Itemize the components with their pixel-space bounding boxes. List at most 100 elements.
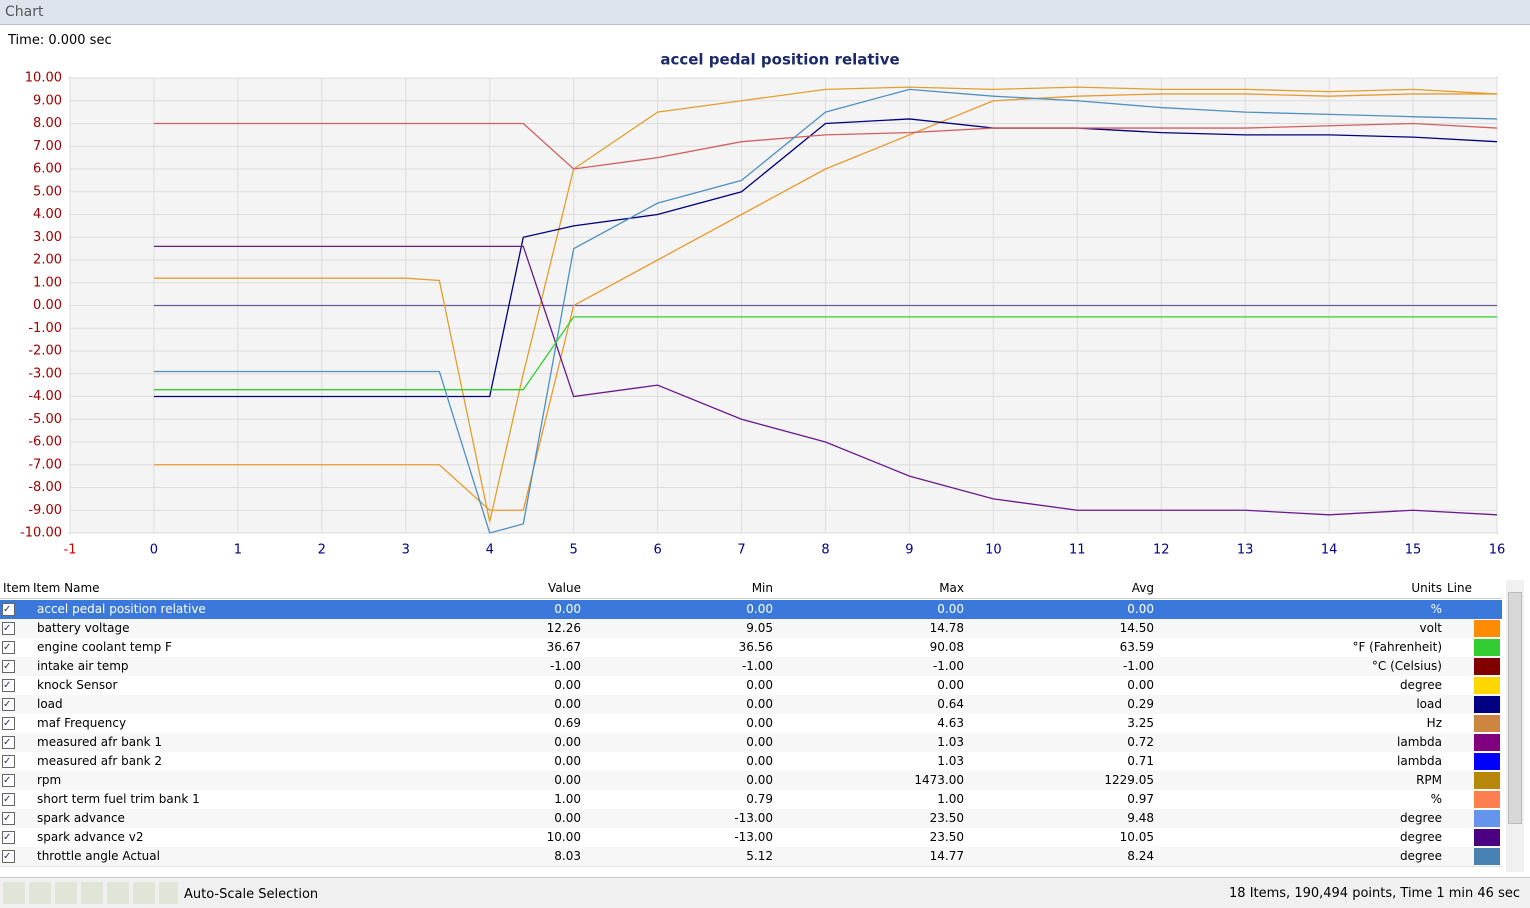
checkbox[interactable]: ✓ — [2, 736, 15, 749]
checkbox[interactable]: ✓ — [2, 793, 15, 806]
checkbox[interactable]: ✓ — [2, 698, 15, 711]
cell-units: degree — [1399, 678, 1442, 692]
checkbox[interactable]: ✓ — [2, 774, 15, 787]
cell-min: 0.00 — [746, 678, 773, 692]
checkbox[interactable]: ✓ — [2, 812, 15, 825]
cell-name: throttle angle Actual — [37, 849, 160, 863]
cell-max: 1473.00 — [914, 773, 964, 787]
y-tick-label: 6.00 — [33, 162, 62, 177]
line-swatch[interactable] — [1474, 848, 1500, 865]
line-swatch[interactable] — [1474, 677, 1500, 694]
autoscale-button[interactable]: Auto-Scale Selection — [184, 887, 319, 902]
checkbox[interactable]: ✓ — [2, 755, 15, 768]
table-row[interactable]: ✓ accel pedal position relative 0.00 0.00 0.… — [0, 600, 1502, 620]
y-tick-label: 0.00 — [33, 298, 62, 313]
toolbar-buttons[interactable] — [3, 882, 178, 904]
table-row[interactable]: ✓ intake air temp -1.00 -1.00 -1.00 -1.00 °C (… — [0, 657, 1502, 677]
cell-value: 0.69 — [554, 716, 581, 730]
cell-units: lambda — [1397, 754, 1442, 768]
line-swatch[interactable] — [1474, 829, 1500, 846]
cell-avg: 14.50 — [1119, 621, 1154, 635]
table-row[interactable]: ✓ measured afr bank 1 0.00 0.00 1.03 0.72 lamb… — [0, 733, 1502, 753]
checkbox[interactable]: ✓ — [2, 679, 15, 692]
cell-avg: 0.71 — [1127, 754, 1154, 768]
table-row[interactable]: ✓ engine coolant temp F 36.67 36.56 90.08 63.… — [0, 638, 1502, 658]
window-title: Chart — [5, 4, 44, 20]
line-swatch[interactable] — [1474, 772, 1500, 789]
series-line — [153, 88, 1498, 534]
cell-max: 23.50 — [929, 811, 964, 825]
cell-name: maf Frequency — [37, 716, 127, 730]
checkbox[interactable]: ✓ — [2, 831, 15, 844]
cell-name: accel pedal position relative — [37, 602, 206, 616]
col-header: Avg — [1131, 581, 1154, 595]
line-swatch[interactable] — [1474, 601, 1500, 618]
cell-units: degree — [1399, 849, 1442, 863]
cell-avg: 0.97 — [1127, 792, 1154, 806]
line-swatch[interactable] — [1474, 696, 1500, 713]
cell-value: 10.00 — [546, 830, 581, 844]
y-tick-label: 8.00 — [33, 116, 62, 131]
cell-min: 0.00 — [746, 735, 773, 749]
checkbox[interactable]: ✓ — [2, 850, 15, 863]
cell-value: 0.00 — [554, 602, 581, 616]
x-tick-label: 8 — [821, 543, 829, 558]
y-tick-label: -8.00 — [28, 480, 62, 495]
cell-max: 90.08 — [929, 640, 964, 654]
y-tick-label: 2.00 — [33, 253, 62, 268]
col-header: Max — [939, 581, 964, 595]
checkbox[interactable]: ✓ — [2, 622, 15, 635]
x-tick-label: 13 — [1237, 543, 1254, 558]
x-tick-label: 9 — [905, 543, 913, 558]
line-swatch[interactable] — [1474, 753, 1500, 770]
table-row[interactable]: ✓ load 0.00 0.00 0.64 0.29 load — [0, 695, 1502, 715]
checkbox[interactable]: ✓ — [2, 641, 15, 654]
table-row[interactable]: ✓ throttle angle Actual 8.03 5.12 14.77 8.24 d… — [0, 847, 1502, 867]
table-row[interactable]: ✓ spark advance v2 10.00 -13.00 23.50 10.05 de… — [0, 828, 1502, 848]
y-tick-label: 10.00 — [25, 71, 62, 86]
y-tick-label: -3.00 — [28, 366, 62, 381]
cell-min: 0.00 — [746, 602, 773, 616]
x-tick-label: 16 — [1489, 543, 1506, 558]
line-swatch[interactable] — [1474, 658, 1500, 675]
table-header: Item Item Name Value Min Max Avg Units L… — [0, 578, 1502, 599]
scrollbar[interactable] — [1506, 580, 1524, 872]
table-row[interactable]: ✓ measured afr bank 2 0.00 0.00 1.03 0.71 lamb… — [0, 752, 1502, 772]
line-swatch[interactable] — [1474, 791, 1500, 808]
checkbox[interactable]: ✓ — [2, 603, 15, 616]
cell-units: RPM — [1416, 773, 1442, 787]
chart: accel pedal position relative -10.00-9.0… — [20, 51, 1506, 558]
cell-value: 36.67 — [546, 640, 581, 654]
cell-min: 36.56 — [738, 640, 773, 654]
y-tick-label: 9.00 — [33, 93, 62, 108]
col-header: Line — [1446, 581, 1472, 595]
table-row[interactable]: ✓ rpm 0.00 0.00 1473.00 1229.05 RPM — [0, 771, 1502, 791]
cell-min: 5.12 — [746, 849, 773, 863]
table-row[interactable]: ✓ knock Sensor 0.00 0.00 0.00 0.00 degree — [0, 676, 1502, 696]
cell-value: 0.00 — [554, 678, 581, 692]
line-swatch[interactable] — [1474, 810, 1500, 827]
y-tick-label: -10.00 — [20, 526, 62, 541]
line-swatch[interactable] — [1474, 620, 1500, 637]
table-row[interactable]: ✓ short term fuel trim bank 1 1.00 0.79 1.00… — [0, 790, 1502, 810]
series-line — [153, 118, 1498, 398]
y-tick-label: -7.00 — [28, 457, 62, 472]
line-swatch[interactable] — [1474, 639, 1500, 656]
checkbox[interactable]: ✓ — [2, 717, 15, 730]
col-header: Min — [751, 581, 773, 595]
line-swatch[interactable] — [1474, 734, 1500, 751]
y-tick-label: 4.00 — [33, 207, 62, 222]
x-tick-label: 14 — [1321, 543, 1338, 558]
x-tick-label: 4 — [486, 543, 494, 558]
table-row[interactable]: ✓ maf Frequency 0.69 0.00 4.63 3.25 Hz — [0, 714, 1502, 734]
cell-value: 0.00 — [554, 773, 581, 787]
table-row[interactable]: ✓ battery voltage 12.26 9.05 14.78 14.50 volt — [0, 619, 1502, 639]
cell-min: -1.00 — [741, 659, 773, 673]
table-row[interactable]: ✓ spark advance 0.00 -13.00 23.50 9.48 degree — [0, 809, 1502, 829]
cell-name: load — [37, 697, 63, 711]
cell-avg: 63.59 — [1119, 640, 1154, 654]
checkbox[interactable]: ✓ — [2, 660, 15, 673]
cell-units: volt — [1419, 621, 1442, 635]
cell-min: 0.00 — [746, 716, 773, 730]
line-swatch[interactable] — [1474, 715, 1500, 732]
